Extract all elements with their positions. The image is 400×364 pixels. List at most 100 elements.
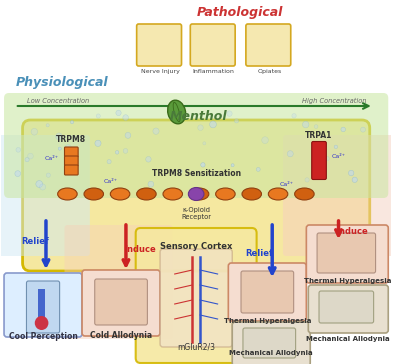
Text: Sensory Cortex: Sensory Cortex (160, 242, 232, 251)
FancyBboxPatch shape (22, 120, 370, 271)
Text: TRPM8: TRPM8 (56, 135, 86, 144)
Circle shape (40, 184, 46, 190)
Text: Ca²⁺: Ca²⁺ (332, 154, 346, 159)
Circle shape (203, 142, 206, 145)
Circle shape (107, 159, 111, 164)
Circle shape (31, 128, 38, 135)
Text: Mechanical Allodynia: Mechanical Allodynia (306, 336, 390, 342)
Ellipse shape (216, 188, 235, 200)
Circle shape (123, 115, 128, 120)
Ellipse shape (137, 188, 156, 200)
Circle shape (325, 157, 329, 161)
Circle shape (116, 110, 121, 116)
Text: Low Concentration: Low Concentration (26, 98, 89, 104)
Circle shape (305, 178, 309, 182)
Circle shape (35, 316, 48, 330)
Text: Inflammation: Inflammation (193, 69, 235, 74)
Text: Ca²⁺: Ca²⁺ (103, 179, 117, 184)
Circle shape (46, 173, 50, 177)
FancyBboxPatch shape (0, 135, 90, 256)
FancyBboxPatch shape (317, 233, 376, 273)
Ellipse shape (268, 188, 288, 200)
Circle shape (36, 181, 42, 187)
FancyBboxPatch shape (82, 270, 160, 336)
Text: mGluR2/3: mGluR2/3 (177, 343, 215, 352)
Ellipse shape (242, 188, 262, 200)
Circle shape (123, 149, 128, 153)
Text: Induce: Induce (125, 245, 156, 253)
FancyBboxPatch shape (319, 291, 374, 323)
FancyBboxPatch shape (64, 147, 78, 157)
FancyBboxPatch shape (64, 165, 78, 175)
FancyBboxPatch shape (283, 135, 394, 256)
Text: Thermal Hyperalgesia: Thermal Hyperalgesia (304, 278, 391, 284)
FancyBboxPatch shape (306, 225, 388, 283)
FancyBboxPatch shape (241, 271, 294, 313)
Ellipse shape (110, 188, 130, 200)
Circle shape (198, 125, 203, 130)
Circle shape (58, 147, 61, 150)
Circle shape (146, 157, 151, 162)
Text: High Concentration: High Concentration (302, 98, 367, 104)
Circle shape (96, 114, 100, 118)
Ellipse shape (84, 188, 104, 200)
Circle shape (348, 170, 354, 176)
Circle shape (360, 127, 366, 132)
Circle shape (201, 163, 205, 167)
Text: Thermal Hyperalgesia: Thermal Hyperalgesia (224, 318, 311, 324)
FancyBboxPatch shape (312, 142, 326, 179)
Circle shape (334, 145, 338, 149)
Text: Opiates: Opiates (257, 69, 282, 74)
Circle shape (95, 140, 101, 146)
Text: Mechanical Allodynia: Mechanical Allodynia (230, 350, 313, 356)
FancyBboxPatch shape (228, 263, 306, 321)
Circle shape (227, 111, 232, 116)
Circle shape (352, 177, 357, 182)
Ellipse shape (189, 188, 209, 200)
FancyBboxPatch shape (243, 328, 296, 358)
FancyBboxPatch shape (232, 322, 310, 364)
Ellipse shape (188, 187, 204, 201)
Text: TRPM8 Sensitization: TRPM8 Sensitization (152, 169, 241, 178)
Text: Ca²⁺: Ca²⁺ (280, 182, 294, 187)
Circle shape (292, 114, 296, 118)
Text: Cool Perception: Cool Perception (9, 332, 78, 341)
FancyBboxPatch shape (64, 225, 173, 339)
Circle shape (234, 119, 238, 123)
Text: Cold Allodynia: Cold Allodynia (90, 331, 152, 340)
Text: Physiological: Physiological (15, 76, 108, 89)
Text: Nerve Injury: Nerve Injury (141, 69, 180, 74)
FancyBboxPatch shape (160, 249, 232, 347)
Text: Induce: Induce (336, 228, 368, 237)
Circle shape (70, 120, 74, 124)
Text: TRPA1: TRPA1 (305, 131, 333, 140)
Ellipse shape (163, 188, 182, 200)
Circle shape (341, 127, 346, 132)
Text: Relief: Relief (246, 249, 274, 257)
Circle shape (287, 151, 293, 157)
FancyBboxPatch shape (137, 24, 182, 66)
Text: Menthol: Menthol (169, 110, 227, 123)
Text: κ-Opioid
Receptor: κ-Opioid Receptor (181, 207, 211, 220)
FancyBboxPatch shape (136, 228, 257, 363)
Circle shape (25, 158, 29, 162)
FancyBboxPatch shape (246, 24, 291, 66)
Circle shape (65, 145, 72, 152)
Text: Relief: Relief (21, 237, 49, 246)
Ellipse shape (58, 188, 77, 200)
FancyBboxPatch shape (190, 24, 235, 66)
Circle shape (125, 132, 131, 138)
FancyBboxPatch shape (64, 156, 78, 166)
Circle shape (302, 121, 309, 128)
FancyBboxPatch shape (4, 273, 82, 337)
Circle shape (231, 164, 234, 167)
Bar (38, 289, 45, 323)
Circle shape (16, 147, 20, 152)
Circle shape (178, 169, 182, 173)
Circle shape (210, 121, 216, 128)
Circle shape (153, 128, 159, 134)
Circle shape (46, 124, 49, 127)
Circle shape (256, 167, 260, 171)
FancyBboxPatch shape (4, 93, 388, 198)
Text: Ca²⁺: Ca²⁺ (45, 156, 59, 161)
